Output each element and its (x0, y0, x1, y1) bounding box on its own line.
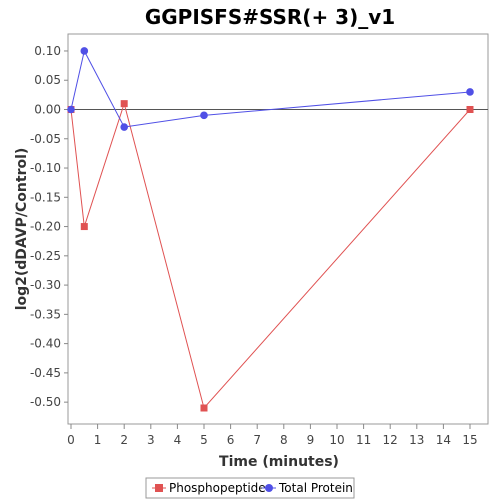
x-tick-label: 4 (174, 433, 182, 447)
y-tick-label: -0.05 (30, 132, 61, 146)
series-layer (67, 47, 474, 412)
legend-box (145, 477, 355, 499)
y-tick-label: 0.10 (34, 44, 61, 58)
y-tick-label: -0.20 (30, 220, 61, 234)
y-tick-label: -0.30 (30, 278, 61, 292)
series-total-protein (67, 47, 474, 131)
legend: Phosphopeptide Total Protein (145, 477, 355, 499)
x-tick-label: 6 (227, 433, 235, 447)
data-point (80, 223, 88, 231)
data-point (466, 106, 474, 113)
y-tick-label: -0.25 (30, 249, 61, 263)
y-tick-label: -0.15 (30, 190, 61, 204)
data-point (466, 88, 474, 96)
data-point (200, 404, 208, 412)
x-tick-label: 14 (436, 433, 451, 447)
x-tick-label: 3 (147, 433, 155, 447)
x-tick-label: 13 (409, 433, 424, 447)
x-tick-label: 2 (120, 433, 128, 447)
data-point (200, 111, 208, 120)
y-tick-label: -0.45 (30, 366, 61, 380)
data-point (120, 123, 128, 131)
data-point (67, 105, 75, 114)
x-tick-label: 0 (67, 433, 75, 447)
legend-label: Phosphopeptide (169, 481, 266, 495)
x-tick-label: 5 (200, 433, 208, 447)
x-tick-label: 8 (280, 433, 288, 447)
chart-title: GGPISFS#SSR(+ 3)_v1 (145, 5, 395, 29)
x-tick-label: 11 (356, 433, 371, 447)
x-tick-label: 7 (253, 433, 261, 447)
x-tick-label: 12 (383, 433, 398, 447)
legend-label: Total Protein (278, 481, 353, 495)
x-tick-label: 9 (307, 433, 315, 447)
data-point (80, 47, 89, 55)
y-axis: 0.10 0.05 0.00 -0.05 -0.10 -0.15 -0.20 -0.25 -0.… (30, 44, 68, 409)
y-tick-label: 0.05 (34, 73, 61, 87)
x-tick-label: 1 (94, 433, 102, 447)
x-axis: 0 1 2 3 4 5 6 7 8 9 10 11 12 13 14 15 (67, 424, 478, 447)
legend-marker (155, 484, 163, 492)
y-tick-label: -0.50 (30, 395, 61, 409)
x-axis-label: Time (minutes) (219, 454, 339, 470)
legend-marker (265, 484, 273, 492)
y-tick-label: -0.40 (30, 337, 61, 351)
y-axis-label: log2(dDAVP/Control) (14, 148, 30, 311)
x-tick-label: 15 (462, 433, 477, 447)
y-tick-label: -0.35 (30, 307, 61, 321)
data-point (120, 100, 128, 108)
x-tick-label: 10 (329, 433, 344, 447)
y-tick-label: 0.00 (34, 103, 61, 117)
plot-area (67, 33, 489, 425)
y-tick-label: -0.10 (30, 161, 61, 175)
